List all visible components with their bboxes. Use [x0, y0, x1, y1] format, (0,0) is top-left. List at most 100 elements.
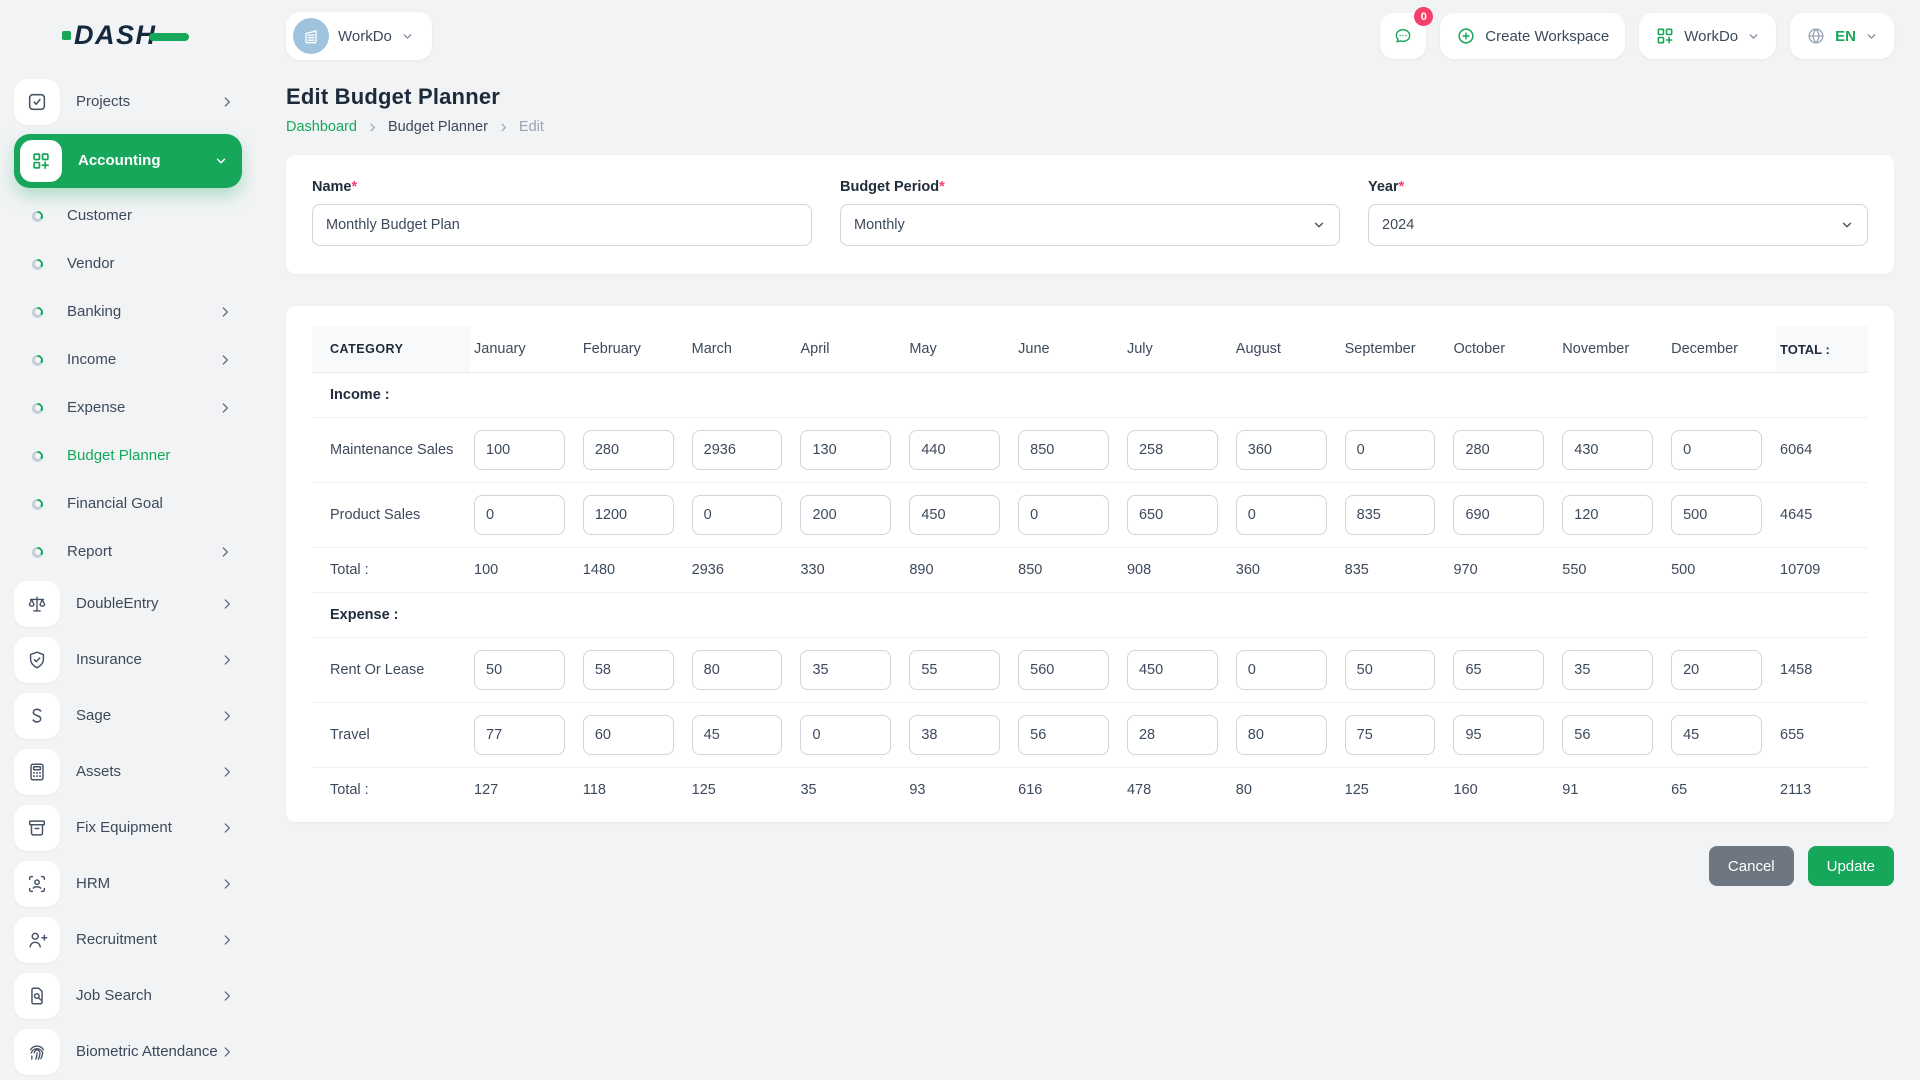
totals-label: Total :	[330, 782, 369, 798]
budget-input-product-sales-april[interactable]	[800, 495, 892, 535]
cell	[1231, 702, 1341, 768]
brand-logo[interactable]: DASH	[14, 0, 242, 70]
budget-input-product-sales-march[interactable]	[691, 495, 783, 535]
sidebar-item-projects[interactable]: Projects	[14, 74, 242, 130]
budget-input-maintenance-sales-november[interactable]	[1562, 430, 1654, 470]
budget-input-travel-september[interactable]	[1344, 715, 1436, 755]
sidebar-item-insurance[interactable]: Insurance	[14, 632, 242, 688]
workspace-selector[interactable]: WorkDo	[286, 12, 432, 60]
budget-input-travel-may[interactable]	[909, 715, 1001, 755]
budget-input-maintenance-sales-may[interactable]	[909, 430, 1001, 470]
sidebar-item-income[interactable]: Income	[14, 336, 242, 384]
sidebar-item-fix-equipment[interactable]: Fix Equipment	[14, 800, 242, 856]
budget-input-maintenance-sales-october[interactable]	[1453, 430, 1545, 470]
budget-input-travel-august[interactable]	[1235, 715, 1327, 755]
budget-period-label: Budget Period*	[840, 179, 945, 195]
budget-input-travel-july[interactable]	[1126, 715, 1218, 755]
cell	[905, 702, 1015, 768]
budget-input-rent-or-lease-june[interactable]	[1018, 650, 1109, 690]
required-asterisk: *	[939, 179, 945, 195]
budget-input-maintenance-sales-january[interactable]	[474, 430, 565, 470]
sidebar-item-vendor[interactable]: Vendor	[14, 240, 242, 288]
cancel-button[interactable]: Cancel	[1708, 846, 1794, 886]
budget-input-travel-january[interactable]	[474, 715, 565, 755]
budget-input-product-sales-december[interactable]	[1671, 495, 1762, 535]
cell	[687, 637, 797, 703]
workdo-menu-button[interactable]: WorkDo	[1639, 13, 1777, 59]
budget-input-maintenance-sales-september[interactable]	[1344, 430, 1436, 470]
budget-input-product-sales-november[interactable]	[1562, 495, 1654, 535]
sidebar-item-job-search[interactable]: Job Search	[14, 968, 242, 1024]
workdo-menu-label: WorkDo	[1684, 27, 1739, 45]
budget-input-travel-april[interactable]	[800, 715, 892, 755]
budget-input-rent-or-lease-october[interactable]	[1453, 650, 1545, 690]
sidebar-item-hrm[interactable]: HRM	[14, 856, 242, 912]
year-select[interactable]: 2024	[1368, 204, 1868, 246]
sidebar-item-label: Expense	[67, 398, 126, 416]
budget-input-rent-or-lease-september[interactable]	[1344, 650, 1436, 690]
language-selector[interactable]: EN	[1790, 13, 1894, 59]
budget-input-product-sales-october[interactable]	[1453, 495, 1545, 535]
budget-input-travel-march[interactable]	[691, 715, 783, 755]
budget-period-select[interactable]: Monthly	[840, 204, 1340, 246]
sidebar-item-doubleentry[interactable]: DoubleEntry	[14, 576, 242, 632]
name-input[interactable]	[312, 204, 812, 246]
budget-input-rent-or-lease-march[interactable]	[691, 650, 783, 690]
budget-input-maintenance-sales-february[interactable]	[582, 430, 674, 470]
budget-input-rent-or-lease-january[interactable]	[474, 650, 565, 690]
sidebar-item-budget-planner[interactable]: Budget Planner	[14, 432, 242, 480]
total-header: TOTAL :	[1776, 326, 1868, 373]
totals-value: 908	[1122, 547, 1232, 593]
budget-input-product-sales-january[interactable]	[474, 495, 565, 535]
budget-input-maintenance-sales-june[interactable]	[1018, 430, 1109, 470]
budget-input-travel-june[interactable]	[1018, 715, 1109, 755]
budget-input-rent-or-lease-april[interactable]	[800, 650, 892, 690]
sidebar-item-recruitment[interactable]: Recruitment	[14, 912, 242, 968]
budget-input-product-sales-september[interactable]	[1344, 495, 1436, 535]
budget-input-maintenance-sales-august[interactable]	[1235, 430, 1327, 470]
budget-input-maintenance-sales-april[interactable]	[800, 430, 892, 470]
budget-input-rent-or-lease-august[interactable]	[1235, 650, 1327, 690]
budget-input-rent-or-lease-february[interactable]	[582, 650, 674, 690]
messages-button[interactable]: 0	[1380, 7, 1434, 59]
budget-input-travel-february[interactable]	[582, 715, 674, 755]
budget-input-maintenance-sales-july[interactable]	[1126, 430, 1218, 470]
chevron-right-icon	[498, 122, 509, 133]
budget-input-maintenance-sales-december[interactable]	[1671, 430, 1762, 470]
sidebar-item-financial-goal[interactable]: Financial Goal	[14, 480, 242, 528]
budget-input-product-sales-july[interactable]	[1126, 495, 1218, 535]
sidebar-item-customer[interactable]: Customer	[14, 192, 242, 240]
sidebar-item-expense[interactable]: Expense	[14, 384, 242, 432]
month-header-july: July	[1122, 326, 1232, 373]
sidebar-item-report[interactable]: Report	[14, 528, 242, 576]
sidebar-item-label: Job Search	[76, 986, 152, 1004]
totals-value: 478	[1126, 782, 1152, 798]
cell	[1340, 637, 1450, 703]
bullet-icon	[32, 450, 43, 462]
sidebar-item-label: Income	[67, 350, 117, 368]
budget-input-rent-or-lease-may[interactable]	[909, 650, 1001, 690]
cell	[796, 702, 906, 768]
budget-input-product-sales-may[interactable]	[909, 495, 1001, 535]
breadcrumb-dashboard-link[interactable]: Dashboard	[286, 119, 357, 135]
budget-input-product-sales-february[interactable]	[582, 495, 674, 535]
totals-grand: 10709	[1776, 547, 1868, 593]
sidebar-item-accounting[interactable]: Accounting	[14, 134, 242, 188]
create-workspace-button[interactable]: Create Workspace	[1440, 13, 1626, 59]
sidebar-item-sage[interactable]: Sage	[14, 688, 242, 744]
update-button[interactable]: Update	[1807, 846, 1894, 886]
sidebar-item-banking[interactable]: Banking	[14, 288, 242, 336]
budget-input-travel-november[interactable]	[1562, 715, 1654, 755]
budget-input-product-sales-august[interactable]	[1235, 495, 1327, 535]
topbar: WorkDo 0 Create Workspace	[286, 0, 1894, 62]
budget-input-maintenance-sales-march[interactable]	[691, 430, 783, 470]
budget-input-rent-or-lease-july[interactable]	[1126, 650, 1218, 690]
budget-input-product-sales-june[interactable]	[1018, 495, 1109, 535]
sidebar-item-assets[interactable]: Assets	[14, 744, 242, 800]
budget-input-travel-december[interactable]	[1671, 715, 1762, 755]
breadcrumb-budget-planner-link[interactable]: Budget Planner	[387, 119, 488, 135]
budget-input-rent-or-lease-december[interactable]	[1671, 650, 1762, 690]
budget-input-rent-or-lease-november[interactable]	[1562, 650, 1654, 690]
sidebar-item-biometric-attendance[interactable]: Biometric Attendance	[14, 1024, 242, 1080]
budget-input-travel-october[interactable]	[1453, 715, 1545, 755]
